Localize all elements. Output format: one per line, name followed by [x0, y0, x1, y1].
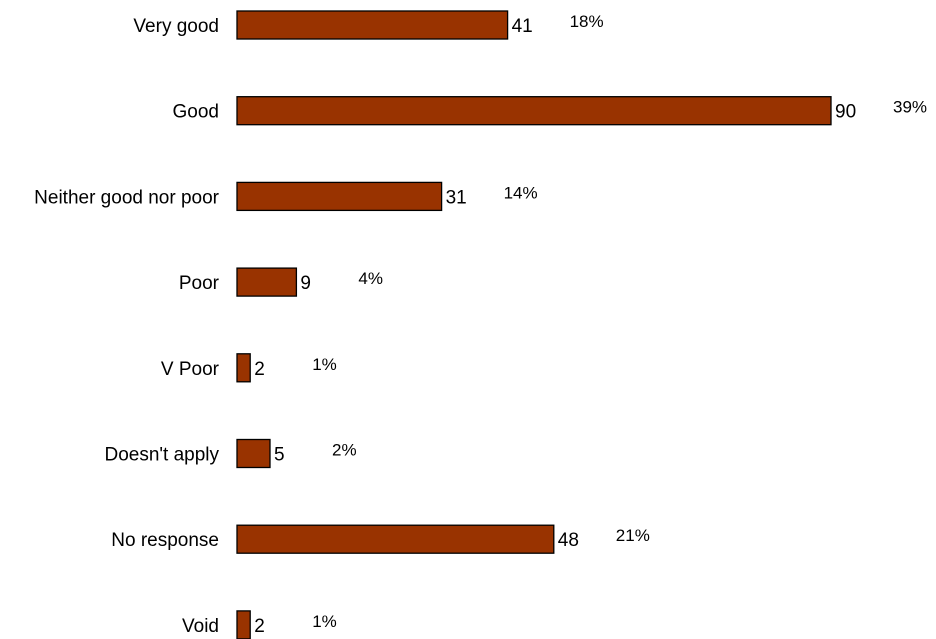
bar-no-response: [236, 524, 555, 554]
category-label-neither-good-nor-poor: Neither good nor poor: [34, 187, 220, 208]
category-label-very-good: Very good: [133, 16, 219, 37]
percent-label-doesn-t-apply: 2%: [332, 441, 357, 460]
value-label-poor: 9: [300, 273, 311, 294]
value-label-good: 90: [835, 102, 856, 123]
bar-neither-good-nor-poor: [236, 181, 443, 212]
bar-doesn-t-apply: [236, 438, 271, 469]
bars-group: [236, 10, 832, 639]
bar-poor: [236, 267, 298, 297]
category-label-doesn-t-apply: Doesn't apply: [104, 445, 219, 466]
bar-void: [236, 610, 251, 639]
percent-label-poor: 4%: [358, 269, 383, 288]
percent-label-good: 39%: [893, 98, 927, 117]
bar-v-poor: [236, 353, 251, 383]
percent-label-very-good: 18%: [570, 12, 604, 31]
category-label-void: Void: [182, 616, 219, 637]
percent-label-v-poor: 1%: [312, 355, 337, 374]
category-label-poor: Poor: [179, 273, 220, 294]
percent-label-void: 1%: [312, 612, 337, 631]
value-label-neither-good-nor-poor: 31: [446, 187, 467, 208]
category-label-no-response: No response: [111, 530, 219, 551]
value-label-void: 2: [254, 616, 265, 637]
percent-label-no-response: 21%: [616, 526, 650, 545]
category-label-v-poor: V Poor: [161, 359, 220, 380]
bar-very-good: [236, 10, 509, 40]
value-label-v-poor: 2: [254, 359, 265, 380]
value-label-doesn-t-apply: 5: [274, 445, 285, 466]
percent-label-neither-good-nor-poor: 14%: [504, 183, 538, 202]
category-label-good: Good: [173, 102, 219, 123]
bar-good: [236, 96, 832, 126]
value-label-very-good: 41: [512, 16, 533, 37]
labels-group: Very good 41 18% Good 90 39% Neither good nor …: [34, 12, 927, 637]
value-label-no-response: 48: [558, 530, 579, 551]
